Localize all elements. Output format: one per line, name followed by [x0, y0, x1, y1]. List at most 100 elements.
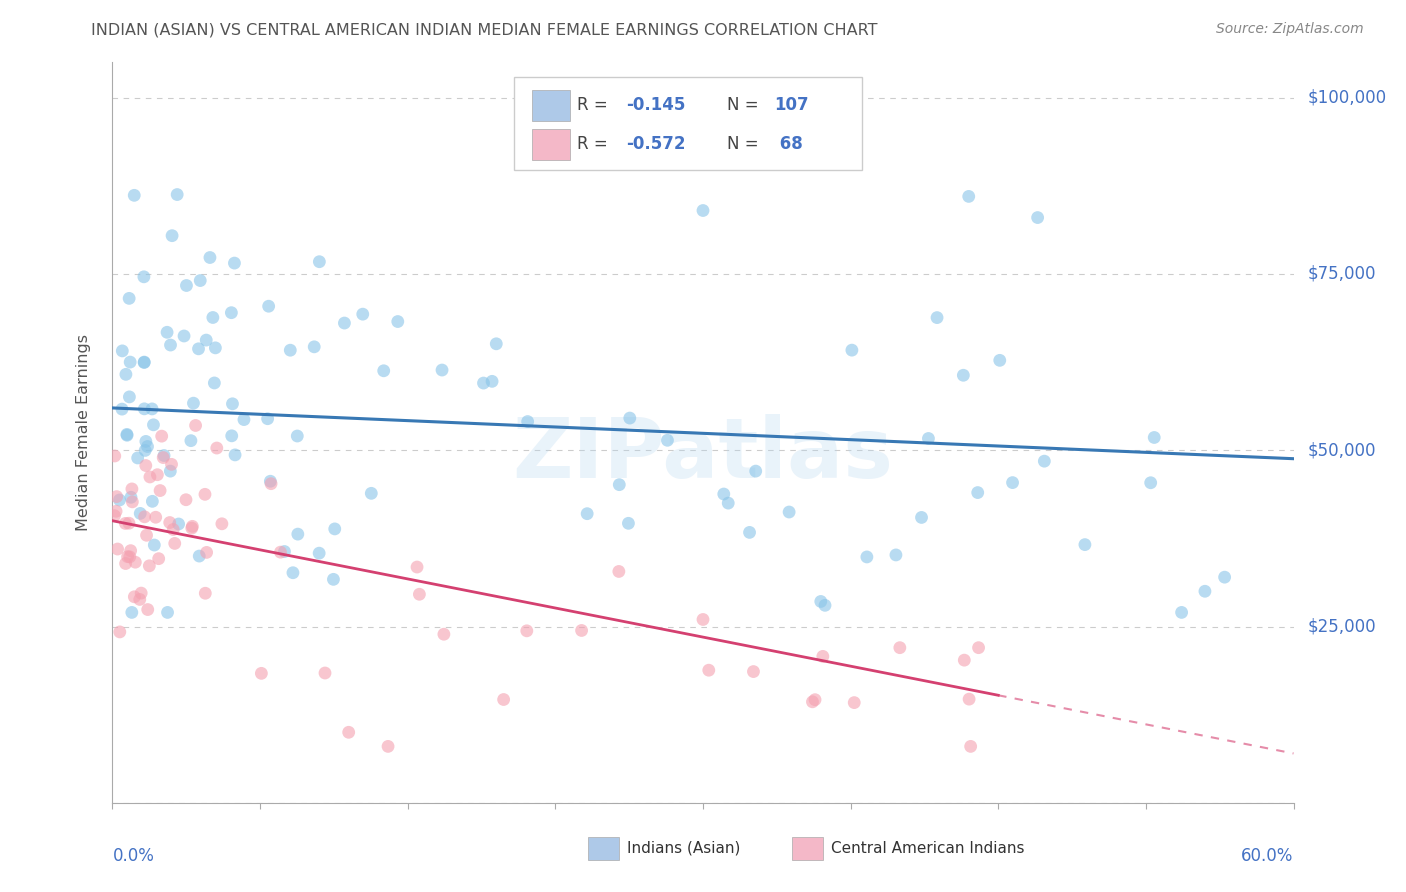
Point — [814, 599, 837, 613]
Point — [744, 464, 766, 478]
Point — [233, 412, 256, 426]
Text: $50,000: $50,000 — [1308, 442, 1376, 459]
Point — [619, 411, 641, 425]
Point — [124, 590, 146, 604]
Point — [607, 565, 630, 579]
Point — [121, 482, 143, 496]
Point — [128, 592, 150, 607]
Y-axis label: Median Female Earnings: Median Female Earnings — [76, 334, 91, 531]
Point — [180, 434, 202, 448]
Point — [134, 509, 156, 524]
Text: ZIPatlas: ZIPatlas — [513, 414, 893, 495]
Point — [114, 557, 136, 571]
FancyBboxPatch shape — [515, 78, 862, 169]
Point — [481, 375, 503, 389]
Point — [121, 495, 143, 509]
Point — [917, 432, 939, 446]
Text: Indians (Asian): Indians (Asian) — [627, 841, 741, 855]
Point — [153, 449, 176, 463]
Point — [118, 390, 141, 404]
Text: N =: N = — [727, 135, 763, 153]
Point — [120, 355, 142, 369]
Point — [120, 490, 142, 504]
Point — [135, 458, 157, 473]
Point — [281, 566, 304, 580]
Point — [738, 525, 761, 540]
Point — [617, 516, 640, 531]
Point — [162, 523, 184, 537]
Point — [139, 470, 162, 484]
Point — [1033, 454, 1056, 468]
Text: INDIAN (ASIAN) VS CENTRAL AMERICAN INDIAN MEDIAN FEMALE EARNINGS CORRELATION CHA: INDIAN (ASIAN) VS CENTRAL AMERICAN INDIA… — [91, 22, 877, 37]
Point — [287, 527, 309, 541]
Point — [433, 627, 456, 641]
Point — [142, 417, 165, 432]
Point — [134, 355, 156, 369]
Point — [966, 485, 988, 500]
Point — [124, 555, 146, 569]
Point — [160, 458, 183, 472]
Point — [115, 428, 138, 442]
Point — [148, 551, 170, 566]
Point — [145, 510, 167, 524]
Point — [360, 486, 382, 500]
Point — [302, 340, 325, 354]
Point — [278, 343, 301, 358]
Point — [516, 624, 538, 638]
Point — [1026, 211, 1049, 225]
Point — [134, 401, 156, 416]
Point — [194, 586, 217, 600]
Point — [1194, 584, 1216, 599]
Point — [811, 649, 834, 664]
Point — [607, 477, 630, 491]
Point — [166, 187, 188, 202]
Point — [136, 602, 159, 616]
Point — [408, 587, 430, 601]
Point — [472, 376, 495, 390]
Point — [115, 368, 138, 382]
Point — [138, 558, 160, 573]
Point — [135, 528, 157, 542]
Point — [953, 653, 976, 667]
Point — [1001, 475, 1024, 490]
Point — [181, 519, 204, 533]
Point — [103, 508, 125, 523]
Point — [657, 434, 679, 448]
Point — [810, 594, 832, 608]
Point — [135, 434, 157, 449]
Point — [273, 544, 295, 558]
Point — [1139, 475, 1161, 490]
Point — [121, 606, 143, 620]
Point — [188, 274, 211, 288]
Point — [129, 586, 152, 600]
Point — [188, 549, 211, 563]
Point — [778, 505, 800, 519]
Point — [108, 624, 131, 639]
Point — [198, 251, 221, 265]
Point — [167, 516, 190, 531]
Point — [224, 256, 246, 270]
Point — [1074, 538, 1097, 552]
Point — [260, 476, 283, 491]
Point — [156, 606, 179, 620]
Point — [221, 429, 243, 443]
Point — [492, 692, 515, 706]
Point — [257, 299, 280, 313]
Point — [406, 560, 429, 574]
Text: Source: ZipAtlas.com: Source: ZipAtlas.com — [1216, 22, 1364, 37]
Point — [117, 549, 139, 564]
Point — [308, 254, 330, 268]
Point — [717, 496, 740, 510]
Point — [104, 449, 127, 463]
Point — [224, 448, 246, 462]
Point — [118, 292, 141, 306]
Point — [180, 521, 202, 535]
Point — [149, 483, 172, 498]
Point — [516, 415, 538, 429]
Point — [143, 538, 166, 552]
Text: R =: R = — [576, 95, 613, 113]
Point — [108, 493, 131, 508]
Point — [322, 572, 344, 586]
Point — [118, 549, 141, 564]
Point — [141, 401, 163, 416]
